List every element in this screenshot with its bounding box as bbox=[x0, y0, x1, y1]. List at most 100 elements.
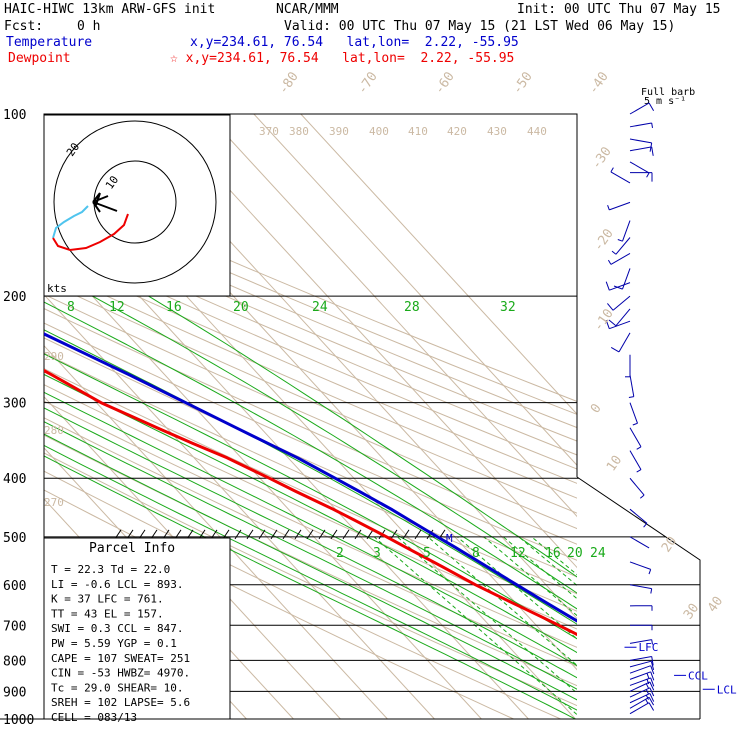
wind-barb-staff bbox=[629, 374, 635, 397]
wind-barb-half bbox=[639, 494, 645, 499]
dry-adiabat bbox=[44, 417, 577, 667]
mixing-ratio-line bbox=[483, 536, 577, 617]
dry-adiabat bbox=[44, 368, 577, 612]
legend-dewpoint: Dewpoint bbox=[8, 51, 71, 66]
wind-barb-staff bbox=[622, 268, 631, 290]
wind-barb-flag bbox=[651, 656, 654, 666]
mixing-ratio-label: 2 bbox=[336, 546, 344, 561]
wind-barb-half bbox=[636, 446, 642, 450]
hodograph-label-10: 10 bbox=[103, 173, 121, 191]
theta-label: 410 bbox=[408, 125, 428, 138]
wind-barb-half bbox=[636, 469, 642, 473]
wind-barb-staff bbox=[618, 332, 631, 353]
theta-label: 400 bbox=[369, 125, 389, 138]
freezing-hatch bbox=[150, 529, 158, 540]
pressure-labels: 100 200 300 400 500 600 700 800 900 1000 bbox=[3, 108, 34, 728]
wind-barb-half bbox=[628, 396, 634, 398]
wind-barb-half bbox=[617, 239, 623, 242]
dry-adiabat bbox=[44, 434, 577, 687]
wind-barb-staff bbox=[629, 536, 650, 549]
parcel-info-panel: Parcel Info T = 22.3 Td = 22.0 LI = -0.6 … bbox=[43, 537, 231, 724]
freezing-hatch bbox=[258, 529, 266, 540]
wind-barb-staff bbox=[629, 687, 651, 698]
wind-barb-staff bbox=[629, 671, 651, 680]
wind-barb-staff bbox=[615, 308, 631, 327]
wind-barb-half bbox=[645, 689, 649, 695]
legend-dewpoint-location: ☆ x,y=234.61, 76.54 lat,lon= 2.22, -55.9… bbox=[170, 51, 514, 66]
parcel-info-frame bbox=[43, 537, 231, 720]
parcel-info-row: Tc = 29.0 SHEAR= 10. bbox=[51, 681, 183, 694]
isotherm-line bbox=[44, 242, 482, 719]
dry-adiabat bbox=[44, 240, 577, 470]
dry-adiabat bbox=[44, 214, 577, 442]
wind-barb-staff bbox=[629, 122, 652, 128]
freezing-hatch bbox=[330, 529, 338, 540]
dewpoint-trace bbox=[44, 368, 577, 637]
hodograph-frame bbox=[43, 114, 231, 297]
wind-barb-flag bbox=[648, 102, 655, 112]
moist-adiabat-label: 28 bbox=[404, 300, 420, 315]
isotherm-label: 30 bbox=[681, 601, 702, 622]
wind-barb-staff bbox=[629, 161, 650, 174]
wind-barb-flag bbox=[648, 702, 655, 711]
isotherm-label: 10 bbox=[604, 453, 625, 474]
parcel-info-row: LI = -0.6 LCL = 893. bbox=[51, 578, 183, 591]
pressure-label: 200 bbox=[3, 290, 26, 305]
freezing-hatch bbox=[210, 529, 218, 540]
wind-barb-staff bbox=[629, 138, 652, 144]
theta-label: 280 bbox=[44, 424, 64, 437]
wind-barb-staff bbox=[629, 702, 650, 715]
wind-barb-half bbox=[646, 172, 650, 178]
dry-adiabat bbox=[44, 266, 577, 499]
wind-barb-half bbox=[607, 205, 610, 211]
theta-label: 380 bbox=[289, 125, 309, 138]
dry-adiabat bbox=[44, 293, 577, 530]
wind-barb-flag bbox=[610, 346, 620, 353]
wind-barb-half bbox=[643, 522, 648, 528]
theta-label: 430 bbox=[487, 125, 507, 138]
pressure-label: 400 bbox=[3, 472, 26, 487]
wind-barb-flag bbox=[650, 677, 655, 687]
wind-barb-half bbox=[611, 250, 617, 255]
moist-adiabat-label: 24 bbox=[312, 300, 328, 315]
wind-barb-staff bbox=[610, 171, 631, 184]
wind-barb-staff bbox=[629, 681, 651, 692]
pressure-label: 800 bbox=[3, 654, 26, 669]
moist-adiabat-label: 12 bbox=[109, 300, 125, 315]
theta-label: 420 bbox=[447, 125, 467, 138]
moist-adiabat-label: 32 bbox=[500, 300, 516, 315]
barb-key-line1: Full barb bbox=[641, 87, 695, 98]
isotherm-line bbox=[159, 114, 577, 569]
pressure-label: 600 bbox=[3, 579, 26, 594]
moist-adiabat-label: 8 bbox=[67, 300, 75, 315]
wind-barb-flag bbox=[607, 303, 614, 311]
parcel-info-row: CIN = -53 HWBZ= 4970. bbox=[51, 667, 190, 680]
freezing-hatch bbox=[162, 529, 170, 540]
wind-barb-staff bbox=[615, 237, 631, 255]
freezing-hatch bbox=[186, 529, 194, 540]
moist-adiabat-label: 20 bbox=[233, 300, 249, 315]
hodograph-units: kts bbox=[47, 282, 67, 295]
freezing-hatch bbox=[270, 529, 278, 540]
wind-barb-staff bbox=[609, 201, 631, 211]
wind-barbs bbox=[605, 102, 655, 715]
pressure-label: 300 bbox=[3, 397, 26, 412]
dry-adiabat bbox=[44, 352, 577, 595]
wind-barb-half bbox=[646, 673, 650, 679]
wind-barb-half bbox=[632, 422, 638, 426]
theta-label: 390 bbox=[329, 125, 349, 138]
dry-adiabat bbox=[44, 400, 577, 648]
pressure-label: 1000 bbox=[3, 713, 34, 728]
parcel-info-row: PW = 5.59 YGP = 0.1 bbox=[51, 637, 177, 650]
wind-barb-staff bbox=[629, 450, 642, 470]
theta-label: 270 bbox=[44, 496, 64, 509]
wind-barb-staff bbox=[609, 282, 631, 291]
wind-barb-half bbox=[610, 167, 614, 173]
mixing-ratio-line bbox=[373, 536, 577, 716]
wind-barb-staff bbox=[609, 320, 631, 330]
org-label: NCAR/MMM bbox=[276, 2, 339, 17]
dry-adiabat bbox=[44, 322, 577, 561]
freezing-hatch bbox=[402, 529, 410, 540]
wind-barb-half bbox=[650, 588, 653, 594]
